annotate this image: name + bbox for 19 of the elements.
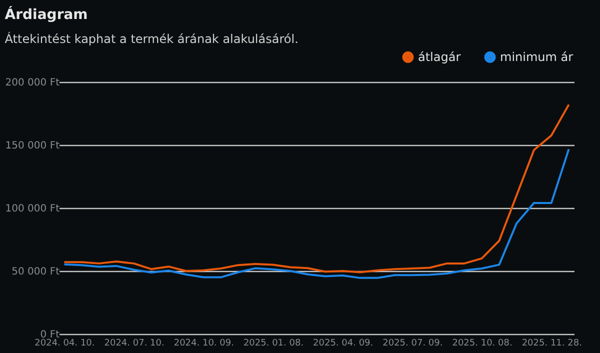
x-tick-label: 2024. 04. 10. (34, 338, 95, 348)
x-tick-label: 2025. 04. 09. (313, 338, 374, 348)
legend-label: minimum ár (500, 50, 574, 64)
y-tick-label: 150 000 Ft (5, 140, 60, 152)
x-tick-label: 2025. 07. 09. (382, 338, 443, 348)
x-tick-label: 2025. 10. 08. (452, 338, 512, 348)
y-tick-label: 50 000 Ft (12, 266, 60, 278)
chart-title: Árdiagram (4, 6, 88, 23)
x-tick-label: 2024. 10. 09. (174, 338, 234, 348)
line-series (63, 104, 570, 274)
line-series (63, 148, 570, 279)
y-tick-label: 200 000 Ft (5, 78, 60, 88)
x-tick-label: 2025. 01. 08. (243, 338, 304, 348)
x-tick-label: 2025. 11. 28. (522, 338, 582, 348)
y-tick-label: 0 Ft (40, 330, 60, 340)
chart-subtitle: Áttekintést kaphat a termék árának alakulásáról. (4, 31, 298, 46)
legend-label: átlagár (418, 50, 461, 64)
x-tick-label: 2024. 07. 10. (104, 338, 164, 348)
y-tick-label: 100 000 Ft (5, 204, 60, 214)
